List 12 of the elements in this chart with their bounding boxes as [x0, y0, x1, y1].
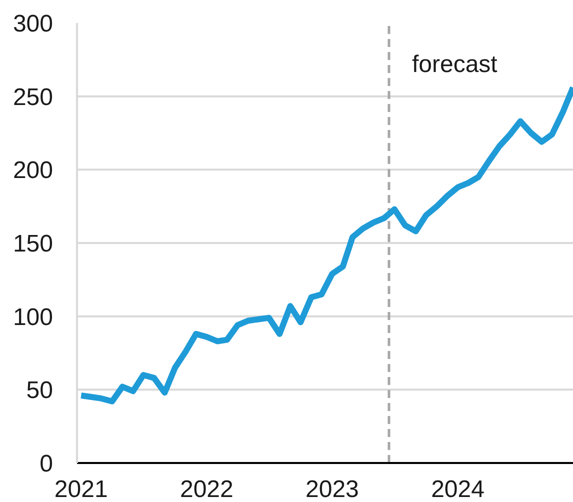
x-tick-label: 2022	[180, 476, 234, 502]
y-tick-label: 200	[12, 157, 53, 184]
x-tick-label: 2021	[54, 476, 108, 502]
y-tick-label: 100	[12, 304, 53, 331]
ref-line-label: forecast	[412, 51, 498, 78]
y-tick-label: 150	[12, 230, 53, 258]
y-tick-label: 50	[26, 377, 53, 404]
y-tick-label: 0	[40, 450, 53, 478]
y-tick-label: 300	[12, 10, 53, 38]
x-tick-label: 2024	[431, 476, 484, 502]
x-tick-label: 2023	[306, 476, 359, 502]
y-tick-label: 250	[12, 84, 53, 111]
